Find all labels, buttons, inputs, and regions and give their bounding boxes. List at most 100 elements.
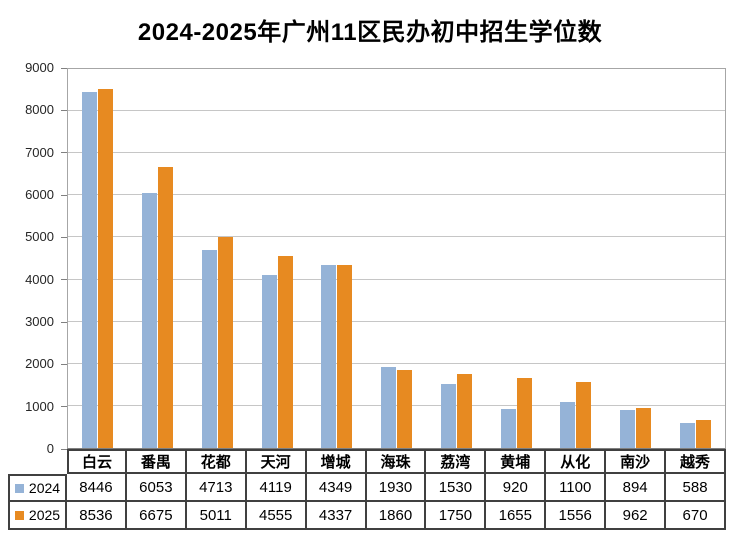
- legend-cell-2025: 2025: [8, 502, 67, 530]
- category-header-cell: 荔湾: [426, 449, 487, 474]
- category-header-cell: 海珠: [366, 449, 427, 474]
- value-cell-2024: 1930: [366, 474, 427, 502]
- bar-2025-花都: [217, 236, 233, 448]
- y-axis-label: 4000: [25, 271, 54, 287]
- category-header-cell: 增城: [306, 449, 367, 474]
- y-axis-label: 3000: [25, 314, 54, 330]
- bar-2024-荔湾: [440, 383, 456, 448]
- value-cell-2025: 1655: [486, 502, 547, 530]
- plot-area: [67, 68, 726, 449]
- gridline: [68, 404, 725, 406]
- category-header-cell: 越秀: [666, 449, 726, 474]
- bar-2024-黄埔: [500, 409, 516, 448]
- bar-group-番禺: [128, 69, 188, 448]
- legend-swatch-2025: [14, 510, 24, 520]
- bar-2024-从化: [560, 401, 576, 448]
- y-axis-tick: [61, 67, 67, 69]
- category-header-cell: 天河: [246, 449, 307, 474]
- y-axis-label: 9000: [25, 60, 54, 75]
- bar-2024-越秀: [679, 423, 695, 448]
- value-cell-2025: 1860: [366, 502, 427, 530]
- bar-group-增城: [307, 69, 367, 448]
- bar-2024-花都: [201, 249, 217, 448]
- bar-group-黄埔: [486, 69, 546, 448]
- bar-group-天河: [247, 69, 307, 448]
- y-axis-tick: [61, 236, 67, 238]
- value-cell-2024: 1530: [426, 474, 487, 502]
- legend-swatch-2024: [14, 483, 24, 493]
- bar-group-南沙: [606, 69, 666, 448]
- gridline: [68, 110, 725, 112]
- bar-2025-越秀: [695, 419, 711, 448]
- y-axis-label: 8000: [25, 102, 54, 118]
- y-axis-tick: [61, 279, 67, 281]
- bar-group-海珠: [367, 69, 427, 448]
- y-axis-tick: [61, 152, 67, 154]
- value-cell-2024: 4349: [306, 474, 367, 502]
- bar-group-花都: [187, 69, 247, 448]
- gridline: [68, 236, 725, 238]
- category-header-cell: 花都: [186, 449, 247, 474]
- bar-2025-增城: [337, 265, 353, 448]
- value-cell-2025: 1556: [546, 502, 607, 530]
- bar-2025-南沙: [635, 407, 651, 448]
- bar-groups: [68, 69, 725, 448]
- bar-2025-天河: [277, 256, 293, 448]
- bar-group-白云: [68, 69, 128, 448]
- y-axis: 0 1000 2000 3000 4000 5000 6000 7000 8000 9000: [0, 61, 67, 456]
- value-cell-2024: 6053: [126, 474, 187, 502]
- y-axis-label: 0: [46, 441, 54, 456]
- bar-group-从化: [546, 69, 606, 448]
- value-cell-2024: 1100: [546, 474, 607, 502]
- value-cell-2024: 4119: [246, 474, 307, 502]
- category-header-cell: 从化: [546, 449, 607, 474]
- category-header-cell: 黄埔: [486, 449, 547, 474]
- value-cell-2025: 6675: [126, 502, 187, 530]
- legend-cell-2024: 2024: [8, 474, 67, 502]
- table-corner-blank: [8, 449, 67, 474]
- bar-group-越秀: [665, 69, 725, 448]
- value-cell-2025: 4337: [306, 502, 367, 530]
- bar-2025-荔湾: [456, 374, 472, 448]
- chart-title: 2024-2025年广州11区民办初中招生学位数: [137, 19, 603, 46]
- bar-2024-增城: [321, 264, 337, 448]
- bar-2025-番禺: [158, 166, 174, 448]
- value-cell-2024: 920: [486, 474, 547, 502]
- bar-2025-海珠: [397, 369, 413, 448]
- bar-2024-白云: [82, 92, 98, 448]
- y-axis-label: 6000: [25, 187, 54, 203]
- y-axis-tick: [61, 109, 67, 111]
- y-axis-tick: [61, 363, 67, 365]
- y-axis-label: 1000: [25, 398, 54, 414]
- gridline: [68, 278, 725, 280]
- bar-2025-黄埔: [516, 378, 532, 448]
- value-cell-2024: 894: [606, 474, 667, 502]
- y-axis-tick: [61, 448, 67, 450]
- value-cell-2025: 962: [606, 502, 667, 530]
- value-cell-2024: 588: [666, 474, 726, 502]
- category-header-cell: 白云: [67, 449, 127, 474]
- y-axis-label: 2000: [25, 356, 54, 372]
- gridline: [68, 194, 725, 196]
- bar-2025-白云: [98, 88, 114, 448]
- category-header-cell: 南沙: [606, 449, 667, 474]
- bar-2025-从化: [576, 382, 592, 448]
- category-header-cell: 番禺: [126, 449, 187, 474]
- gridline: [68, 152, 725, 154]
- y-axis-tick: [61, 321, 67, 323]
- legend-label-2024: 2024: [28, 480, 61, 496]
- gridline: [68, 320, 725, 322]
- y-axis-tick: [61, 194, 67, 196]
- value-cell-2024: 4713: [186, 474, 247, 502]
- value-cell-2024: 8446: [67, 474, 127, 502]
- y-axis-label: 5000: [25, 229, 54, 245]
- gridline: [68, 362, 725, 364]
- bar-2024-南沙: [619, 410, 635, 448]
- bar-group-荔湾: [426, 69, 486, 448]
- bar-2024-番禺: [142, 193, 158, 448]
- value-cell-2025: 8536: [67, 502, 127, 530]
- value-cell-2025: 670: [666, 502, 726, 530]
- y-axis-tick: [61, 406, 67, 408]
- value-cell-2025: 4555: [246, 502, 307, 530]
